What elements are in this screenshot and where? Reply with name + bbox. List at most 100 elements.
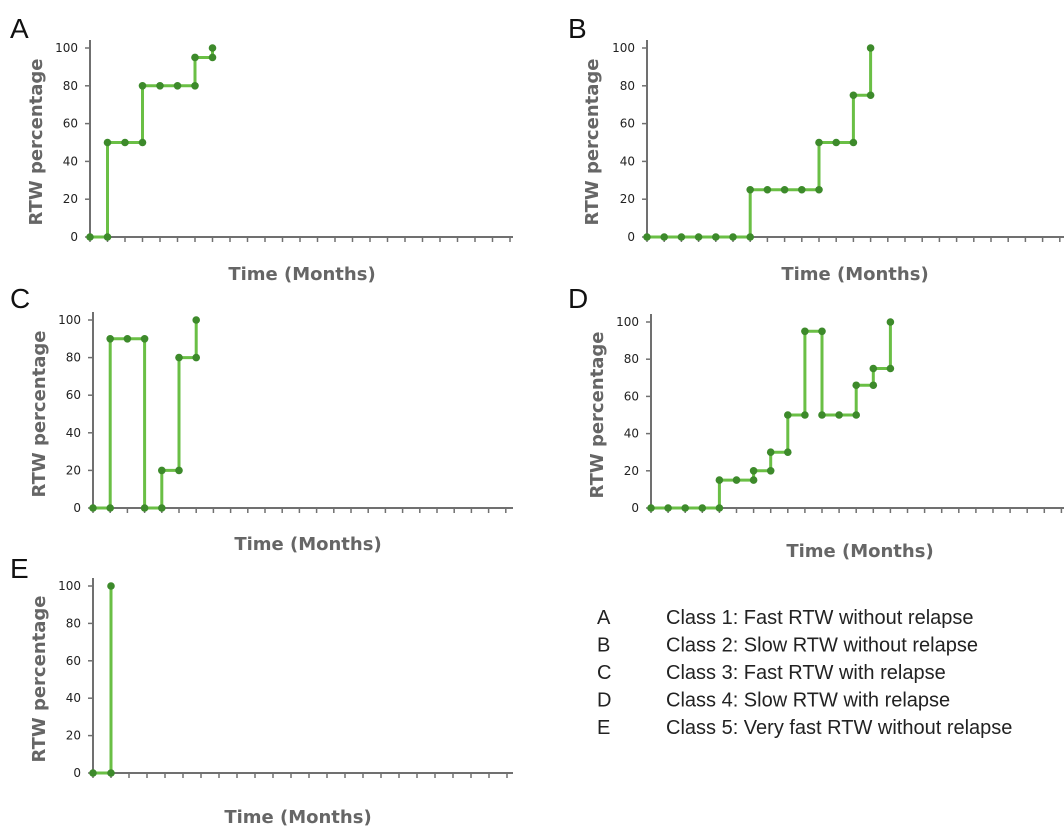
data-point <box>766 448 775 457</box>
data-point <box>103 138 112 147</box>
y-tick-label: 40 <box>620 154 635 168</box>
data-point <box>121 138 129 147</box>
chart-panel-b: B 0 20 40 60 80 100 RTW percentage Time (Months) <box>568 13 1064 285</box>
y-tick-label: 40 <box>66 426 81 440</box>
y-tick-label: 100 <box>616 315 639 329</box>
y-axis-title: RTW percentage <box>587 332 608 499</box>
data-point <box>191 82 199 90</box>
panel-letter: D <box>568 283 588 314</box>
data-point <box>86 233 94 241</box>
y-tick-label: 0 <box>73 501 81 515</box>
data-point <box>866 44 875 52</box>
data-point <box>746 185 754 194</box>
data-point <box>784 448 792 457</box>
panel-letter: E <box>10 553 29 584</box>
data-point <box>175 353 183 362</box>
chart-panel-c: C 0 20 40 60 80 100 RTW percentage Time (Months) <box>10 283 513 555</box>
panel-letter: C <box>10 283 30 314</box>
data-point <box>208 53 217 62</box>
data-point <box>852 381 860 390</box>
data-point <box>664 504 672 512</box>
data-point <box>192 353 200 362</box>
data-point <box>712 233 720 241</box>
data-point <box>89 504 97 512</box>
data-point <box>158 504 166 512</box>
legend-label: Class 3: Fast RTW with relapse <box>666 662 946 684</box>
y-tick-label: 20 <box>624 464 639 478</box>
data-point <box>660 233 668 241</box>
legend-label: Class 1: Fast RTW without relapse <box>666 607 974 629</box>
data-point <box>746 233 754 241</box>
data-point <box>694 233 703 241</box>
panel-letter: A <box>10 13 29 44</box>
y-tick-label: 40 <box>63 154 78 168</box>
x-axis-title: Time (Months) <box>228 264 375 285</box>
y-tick-label: 40 <box>66 691 81 705</box>
data-point <box>89 769 97 777</box>
data-point <box>780 185 789 194</box>
y-tick-label: 100 <box>58 579 81 593</box>
data-point <box>849 138 858 147</box>
data-point <box>123 335 132 343</box>
x-axis-title: Time (Months) <box>224 807 371 827</box>
data-point <box>158 466 166 475</box>
y-tick-label: 80 <box>620 79 635 93</box>
y-tick-label: 80 <box>624 352 639 366</box>
rtw-step-line <box>93 320 198 510</box>
data-point <box>849 91 858 100</box>
data-point <box>173 82 182 90</box>
data-point <box>801 411 809 419</box>
data-point <box>766 467 775 475</box>
x-axis-title: Time (Months) <box>781 264 928 285</box>
x-axis-title: Time (Months) <box>234 534 381 555</box>
y-tick-label: 40 <box>624 427 639 441</box>
data-point <box>818 327 826 336</box>
data-point <box>715 504 724 512</box>
data-point <box>798 185 806 194</box>
legend-key: E <box>597 717 610 739</box>
data-point <box>698 504 707 512</box>
data-point <box>818 411 826 419</box>
data-point <box>815 185 823 194</box>
y-tick-label: 80 <box>63 79 78 93</box>
y-tick-label: 0 <box>70 230 78 244</box>
legend-label: Class 4: Slow RTW with relapse <box>666 690 950 712</box>
y-tick-label: 20 <box>66 463 81 477</box>
data-point <box>643 233 651 241</box>
y-axis-title: RTW percentage <box>29 596 50 763</box>
data-point <box>715 476 724 484</box>
data-point <box>749 476 758 484</box>
data-point <box>208 44 217 52</box>
data-point <box>886 318 895 326</box>
legend-key: A <box>597 607 611 629</box>
data-point <box>138 82 147 90</box>
y-tick-label: 80 <box>66 351 81 365</box>
data-point <box>866 91 875 100</box>
data-point <box>801 327 809 336</box>
data-point <box>749 467 758 475</box>
y-tick-label: 100 <box>612 41 635 55</box>
data-point <box>815 138 823 147</box>
data-point <box>763 185 772 194</box>
data-point <box>103 233 112 241</box>
data-point <box>156 82 164 90</box>
data-point <box>832 138 840 147</box>
chart-panel-a: A 0 20 40 60 80 100 RTW percentage Time (Months) <box>10 13 513 285</box>
y-axis-title: RTW percentage <box>582 59 603 226</box>
data-point <box>175 466 183 475</box>
data-point <box>106 504 114 512</box>
data-point <box>647 504 655 512</box>
data-point <box>729 233 737 241</box>
legend-key: C <box>597 662 611 684</box>
panel-letter: B <box>568 13 587 44</box>
data-point <box>107 582 115 590</box>
data-point <box>869 381 878 390</box>
legend-label: Class 2: Slow RTW without relapse <box>666 635 978 657</box>
chart-panel-e: E 0 20 40 60 80 100 RTW percentage Time (Months) <box>10 553 513 827</box>
y-axis-title: RTW percentage <box>29 331 50 498</box>
chart-panel-d: D 0 20 40 60 80 100 RTW percentage Time (Months) <box>568 283 1064 562</box>
y-axis-title: RTW percentage <box>26 59 47 226</box>
y-tick-label: 100 <box>55 41 78 55</box>
y-tick-label: 60 <box>620 117 635 131</box>
data-point <box>677 233 686 241</box>
